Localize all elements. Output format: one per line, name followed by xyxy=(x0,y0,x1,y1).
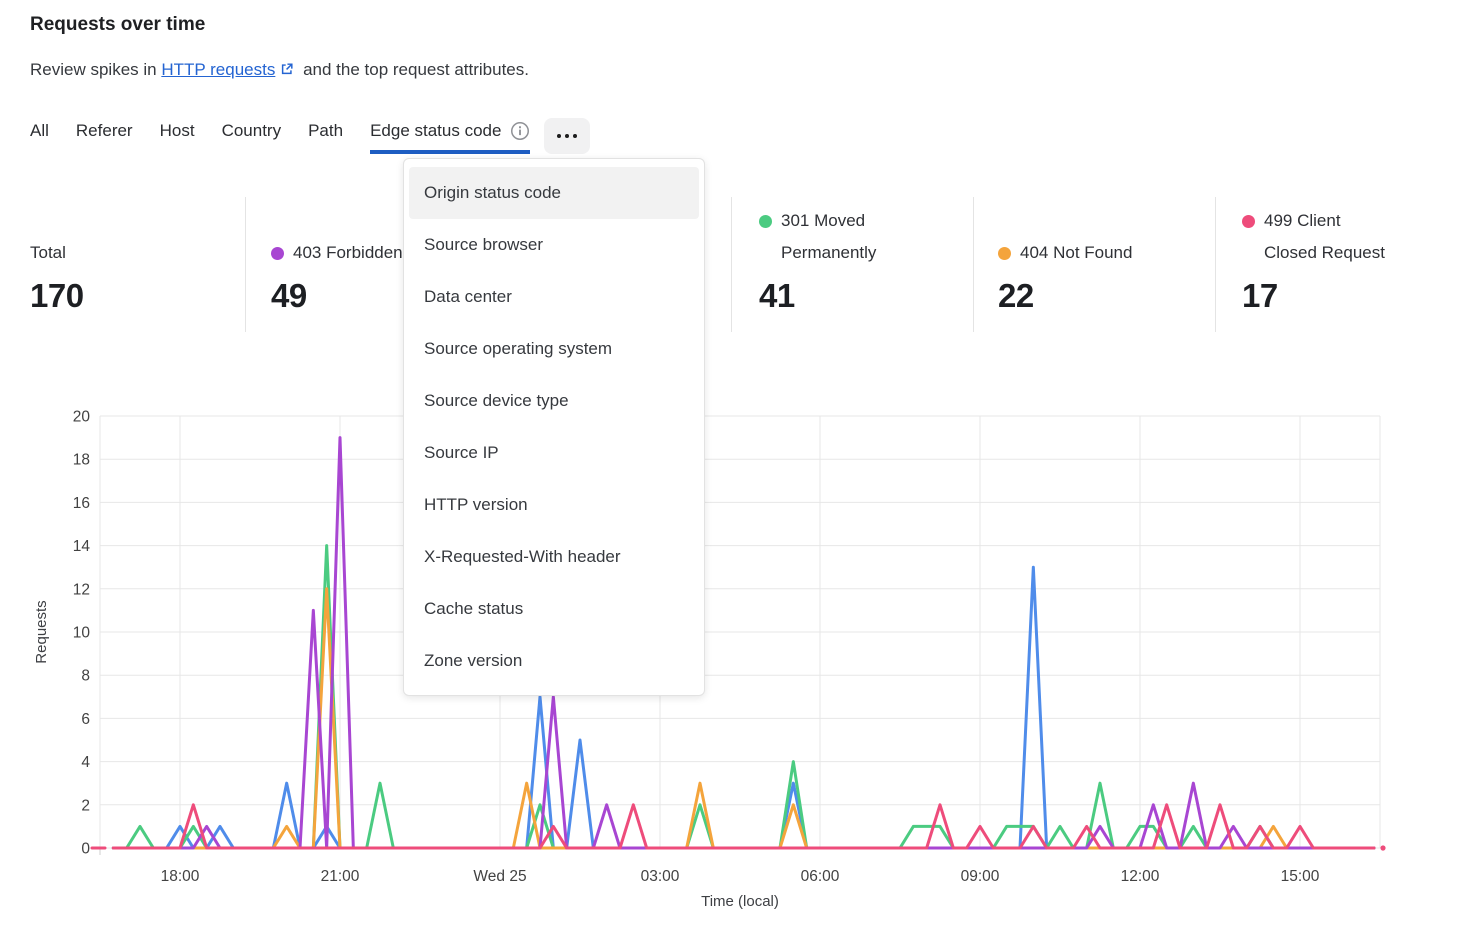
info-icon[interactable] xyxy=(510,121,530,141)
x-tick-label: Wed 25 xyxy=(473,868,526,885)
legend-dot xyxy=(1242,215,1255,228)
menu-item-http-version[interactable]: HTTP version xyxy=(424,495,528,514)
requests-chart: 0 2 4 6 8 10 12 14 16 18 20 18:00 21:00 Wed 25 03:00 06… xyxy=(33,409,1386,910)
legend-dot xyxy=(759,215,772,228)
subtitle-prefix: Review spikes in xyxy=(30,60,157,79)
y-tick-label: 0 xyxy=(81,841,90,858)
more-tabs-button[interactable] xyxy=(544,118,591,154)
menu-item-origin-status-code[interactable]: Origin status code xyxy=(409,167,699,219)
y-tick-label: 4 xyxy=(81,754,90,771)
attribute-tabs: All Referer Host Country Path Edge status cod… xyxy=(30,118,531,154)
y-tick-label: 6 xyxy=(81,711,90,728)
tab-label: Country xyxy=(221,121,282,140)
x-tick-label: 06:00 xyxy=(801,868,840,885)
attribute-dropdown-menu: Origin status code Source browser Data cen… xyxy=(403,158,705,696)
stat-value: 17 xyxy=(1242,277,1278,314)
stat-label: Total xyxy=(30,243,66,262)
stat-403-forbidden: 403 Forbidden 49 xyxy=(245,197,731,332)
x-tick-label: 18:00 xyxy=(161,868,200,885)
y-tick-label: 2 xyxy=(81,797,90,814)
tab-label: Edge status code xyxy=(370,121,502,140)
tab-label: Referer xyxy=(75,121,133,140)
stat-499-client-closed-request: 499 Client Closed Request 17 xyxy=(1215,197,1458,332)
legend-dot xyxy=(998,247,1011,260)
stat-value: 170 xyxy=(30,277,84,314)
x-tick-label: 03:00 xyxy=(641,868,680,885)
stat-value: 41 xyxy=(759,277,795,314)
y-tick-label: 10 xyxy=(73,625,91,642)
y-tick-label: 20 xyxy=(73,409,91,426)
tab-label: All xyxy=(30,121,49,140)
tab-path[interactable]: Path xyxy=(308,118,343,154)
menu-item-source-browser[interactable]: Source browser xyxy=(424,235,544,254)
tab-all[interactable]: All xyxy=(30,118,49,154)
menu-item-x-requested-with-header[interactable]: X-Requested-With header xyxy=(424,547,621,566)
x-axis-title: Time (local) xyxy=(701,893,779,910)
tab-edge-status-code[interactable]: Edge status code xyxy=(370,118,531,154)
menu-item-cache-status[interactable]: Cache status xyxy=(424,599,524,618)
menu-item-source-operating-system[interactable]: Source operating system xyxy=(424,339,613,358)
page-title: Requests over time xyxy=(30,14,206,35)
x-tick-label: 15:00 xyxy=(1281,868,1320,885)
http-requests-link[interactable]: HTTP requests xyxy=(161,60,276,79)
x-tick-label: 21:00 xyxy=(321,868,360,885)
x-tick-label: 09:00 xyxy=(961,868,1000,885)
stat-label: 499 Client Closed Request xyxy=(1264,211,1385,262)
x-tick-label: 12:00 xyxy=(1121,868,1160,885)
y-tick-label: 14 xyxy=(73,538,91,555)
tabs-row: All Referer Host Country Path Edge status cod… xyxy=(30,118,591,154)
stat-label: 404 Not Found xyxy=(1020,243,1133,262)
y-tick-label: 16 xyxy=(73,495,90,512)
stat-label: 301 Moved Permanently xyxy=(781,211,877,262)
subtitle: Review spikes in HTTP requests and the t… xyxy=(30,60,529,81)
tab-country[interactable]: Country xyxy=(222,118,282,154)
stats-row: Total 170 403 Forbidden 49 301 Moved Permane… xyxy=(0,197,1458,332)
subtitle-suffix: and the top request attributes. xyxy=(303,60,529,79)
series-line-403-forbidden xyxy=(111,436,1376,850)
menu-item-zone-version[interactable]: Zone version xyxy=(424,651,523,670)
series-end-dot xyxy=(1380,845,1386,851)
y-axis-title: Requests xyxy=(33,600,50,663)
tab-referer[interactable]: Referer xyxy=(76,118,133,154)
menu-item-data-center[interactable]: Data center xyxy=(424,287,512,306)
external-link-icon xyxy=(280,61,294,81)
stat-label: 403 Forbidden xyxy=(293,243,403,262)
y-tick-label: 8 xyxy=(81,668,90,685)
ellipsis-icon xyxy=(557,134,578,138)
y-tick-label: 18 xyxy=(73,452,90,469)
stat-value: 22 xyxy=(998,277,1034,314)
tab-label: Path xyxy=(308,121,344,140)
stat-301-moved-permanently: 301 Moved Permanently 41 xyxy=(731,197,973,332)
stat-total: Total 170 xyxy=(30,197,245,332)
stat-404-not-found: 404 Not Found 22 xyxy=(973,197,1215,332)
menu-item-source-ip[interactable]: Source IP xyxy=(424,443,499,462)
stat-value: 49 xyxy=(271,277,307,314)
tab-label: Host xyxy=(159,121,195,140)
menu-item-source-device-type[interactable]: Source device type xyxy=(424,391,569,410)
y-tick-label: 12 xyxy=(73,581,90,598)
legend-dot xyxy=(271,247,284,260)
tab-host[interactable]: Host xyxy=(160,118,195,154)
series-line-499-client-closed-request xyxy=(111,803,1376,850)
